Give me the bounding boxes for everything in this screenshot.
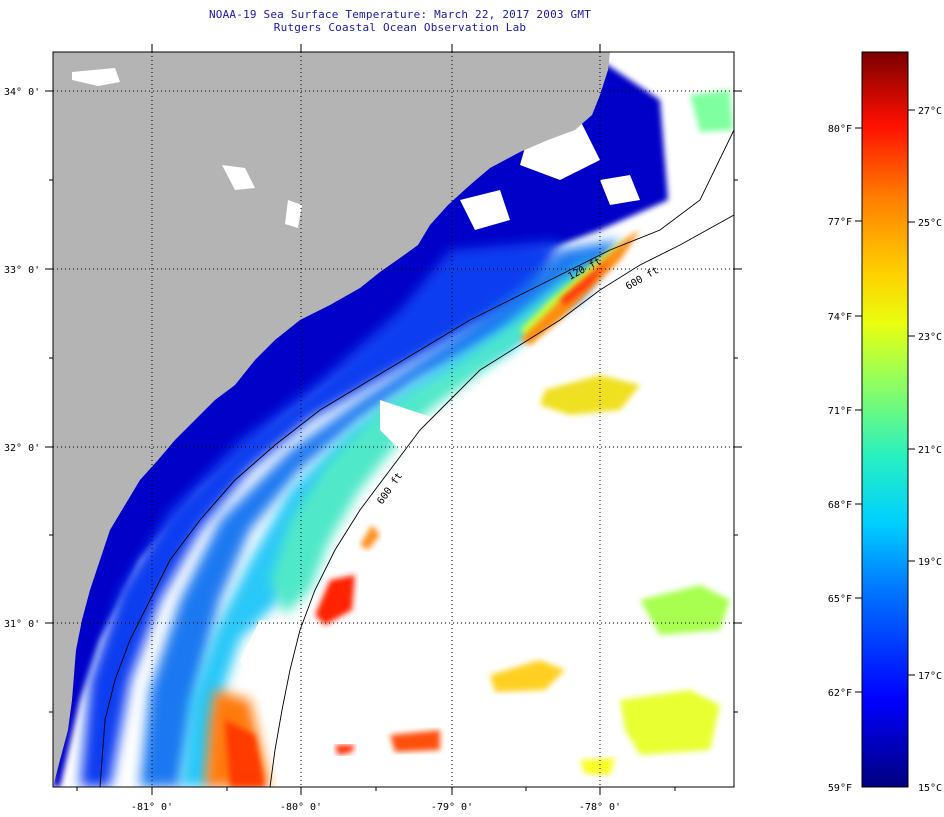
cb-f-label: 65°F xyxy=(828,594,852,605)
colorbar-ticks xyxy=(855,109,915,693)
cb-c-label: 27°C xyxy=(918,106,942,117)
cb-c-label: 21°C xyxy=(918,445,942,456)
graticule xyxy=(53,52,734,787)
lat-label-31: 31° 0' xyxy=(4,619,40,630)
cb-c-label: 23°C xyxy=(918,332,942,343)
map-title: NOAA-19 Sea Surface Temperature: March 2… xyxy=(208,8,592,21)
cloud-gaps xyxy=(240,120,640,700)
map-frame xyxy=(52,51,735,788)
lon-label-81: -81° 0' xyxy=(131,802,173,813)
cb-f-label: 68°F xyxy=(828,500,852,511)
axis-ticks xyxy=(45,44,742,795)
cb-c-label: 17°C xyxy=(918,671,942,682)
colorbar-c-labels: 27°C 25°C 23°C 21°C 19°C 17°C 15°C xyxy=(918,106,942,794)
land-area xyxy=(53,52,610,787)
cb-f-label: 59°F xyxy=(828,783,852,794)
colorbar-f-labels: 80°F 77°F 74°F 71°F 68°F 65°F 62°F 59°F xyxy=(828,124,852,794)
isobaths xyxy=(99,129,734,787)
lon-label-78: -78° 0' xyxy=(579,802,621,813)
cb-c-label: 19°C xyxy=(918,557,942,568)
cb-f-label: 77°F xyxy=(828,217,852,228)
cb-c-label: 15°C xyxy=(918,783,942,794)
cb-f-label: 71°F xyxy=(828,406,852,417)
lon-label-79: -79° 0' xyxy=(431,802,473,813)
cb-f-label: 80°F xyxy=(828,124,852,135)
colorbar xyxy=(861,51,909,788)
cb-f-label: 62°F xyxy=(828,688,852,699)
lat-label-34: 34° 0' xyxy=(4,87,40,98)
lon-label-80: -80° 0' xyxy=(280,802,322,813)
map-subtitle: Rutgers Coastal Ocean Observation Lab xyxy=(273,21,527,34)
land-gaps xyxy=(72,68,302,228)
cb-c-label: 25°C xyxy=(918,218,942,229)
lat-label-33: 33° 0' xyxy=(4,265,40,276)
cb-f-label: 74°F xyxy=(828,312,852,323)
lat-label-32: 32° 0' xyxy=(4,443,40,454)
